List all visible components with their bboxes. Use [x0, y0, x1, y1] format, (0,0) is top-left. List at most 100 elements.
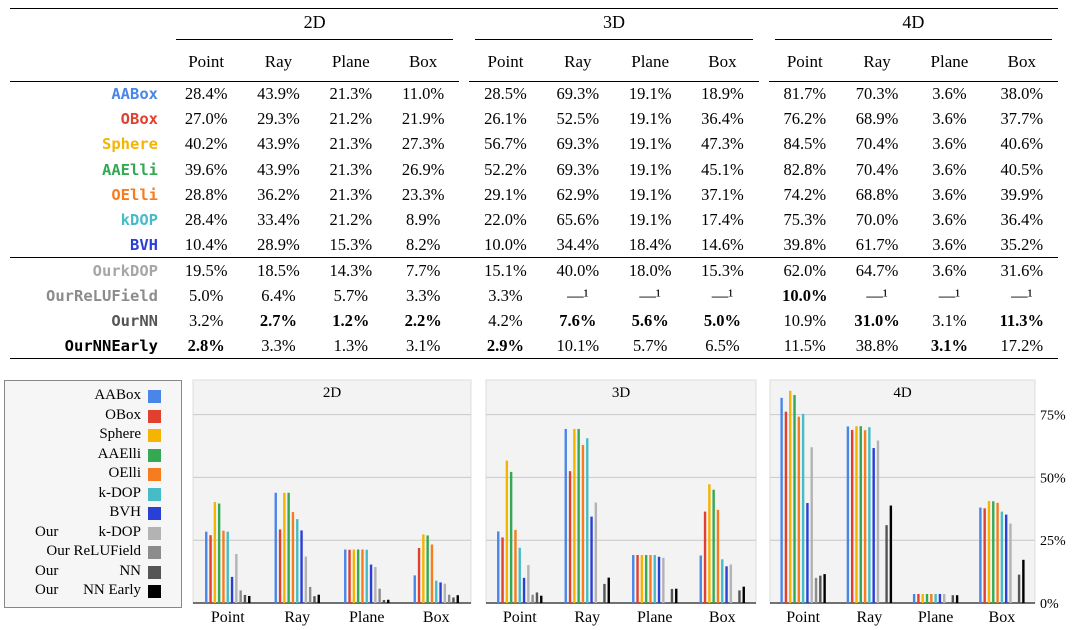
method-label: AAElli [102, 160, 158, 179]
bar [235, 554, 238, 603]
table-row: OBox 27.0% 29.3% 21.2% 21.9% 26.1% 52.5% 19.1% 3… [10, 107, 1058, 132]
bar [568, 471, 572, 603]
table-cell: 3.2% [188, 310, 224, 330]
x-tick-label: Ray [856, 609, 882, 626]
legend-item: Our NN Early [5, 582, 181, 601]
table-row: Sphere 40.2% 43.9% 21.3% 27.3% 56.7% 69.3% 19.1… [10, 132, 1058, 157]
table-cell: 64.7% [840, 257, 914, 283]
chart-panel-background [485, 379, 757, 604]
table-cell: 70.4% [855, 134, 899, 154]
column-header: Ray [242, 43, 315, 82]
table-cell: 43.9% [257, 134, 300, 154]
bar [274, 492, 277, 603]
bar [209, 535, 212, 603]
legend-swatch [148, 487, 161, 501]
table-cell: 76.2% [783, 109, 827, 129]
table-cell: 6.5% [686, 333, 759, 360]
x-tick-label: Plane [349, 609, 385, 626]
group-header-2d: 2D [170, 8, 460, 43]
table-cell: 3.6% [932, 184, 967, 204]
bar [527, 565, 530, 603]
table-cell: 3.6% [932, 234, 967, 254]
bar [1017, 574, 1021, 603]
table-cell: 23.3% [401, 184, 445, 204]
bar [1000, 511, 1004, 603]
table-cell: 11.5% [768, 333, 841, 360]
bar [287, 492, 290, 603]
bar [607, 577, 610, 603]
bar [217, 503, 221, 603]
table-cell: 19.1% [628, 159, 672, 179]
method-label: OurNNEarly [10, 333, 170, 360]
table-cell: 52.5% [556, 109, 600, 129]
column-header: Point [469, 43, 542, 82]
bar [226, 531, 229, 603]
bar [640, 555, 644, 603]
column-header: Box [386, 43, 460, 82]
bar [912, 593, 916, 603]
table-cell: 3.6% [932, 109, 967, 129]
bar [806, 503, 809, 603]
table-cell: 3.3% [488, 285, 523, 305]
table-cell: 3.6% [932, 159, 967, 179]
table-cell: 3.6% [913, 257, 986, 283]
table-cell: 81.7% [783, 84, 827, 104]
table-cell: 5.0% [703, 310, 742, 330]
bar [361, 549, 364, 603]
table-cell: 15.3% [329, 234, 373, 254]
legend-label: Sphere [99, 426, 141, 442]
table-cell: 38.8% [840, 333, 914, 360]
table-cell: 21.2% [329, 210, 373, 230]
bar [382, 599, 386, 603]
results-table-container: 2D 3D 4D Point Ray Plane Box Point Ray Plane Bo… [10, 8, 1058, 365]
column-header: Box [686, 43, 759, 82]
bar [422, 534, 425, 603]
bar [417, 548, 421, 603]
table-cell: 33.4% [257, 210, 300, 230]
legend-label: AABox [94, 387, 141, 403]
x-tick-label: Box [709, 609, 736, 626]
bar [426, 535, 429, 603]
legend-swatch [148, 526, 161, 540]
table-row: OurNNEarly 2.8% 3.3% 1.3% 3.1% 2.9% 10.1% 5.7% 6… [10, 333, 1058, 360]
table-cell: 65.6% [556, 210, 600, 230]
bar [876, 440, 880, 603]
bar [789, 390, 792, 603]
table-row: OElli 28.8% 36.2% 21.3% 23.3% 29.1% 62.9% 19.1%… [10, 182, 1058, 207]
bar [725, 566, 728, 603]
table-cell: 21.3% [329, 184, 373, 204]
bar [1004, 514, 1008, 603]
table-cell: 29.1% [484, 184, 527, 204]
chart-panel-background [192, 379, 472, 604]
table-cell: 31.0% [854, 310, 900, 330]
table-row: OurkDOP 19.5% 18.5% 14.3% 7.7% 15.1% 40.0% 18.0… [10, 257, 1058, 283]
legend-label: k-DOP [98, 484, 141, 501]
bar [810, 447, 813, 603]
table-cell: —¹ [866, 285, 888, 305]
table-row: BVH 10.4% 28.9% 15.3% 8.2% 10.0% 34.4% 18.4% 14.… [10, 233, 1058, 258]
table-cell: 18.5% [242, 257, 315, 283]
bar [374, 567, 377, 603]
table-row: kDOP 28.4% 33.4% 21.2% 8.9% 22.0% 65.6% 19.1% 17… [10, 207, 1058, 232]
bar [456, 595, 459, 603]
bar [501, 537, 504, 603]
bar [205, 531, 208, 603]
legend-swatch [148, 565, 161, 579]
bar [814, 577, 818, 603]
bar [239, 590, 242, 603]
bar [581, 445, 585, 603]
bar [716, 509, 720, 603]
table-cell: 45.1% [701, 159, 744, 179]
table-cell: 21.3% [329, 134, 373, 154]
bar [636, 555, 639, 603]
legend-item: Sphere [5, 426, 181, 445]
bar [540, 595, 543, 603]
bar [987, 501, 991, 603]
bar [505, 460, 509, 603]
bar [577, 428, 580, 603]
table-cell: 40.2% [184, 134, 228, 154]
y-tick-label: 0% [1040, 597, 1059, 612]
table-cell: 68.9% [855, 109, 899, 129]
